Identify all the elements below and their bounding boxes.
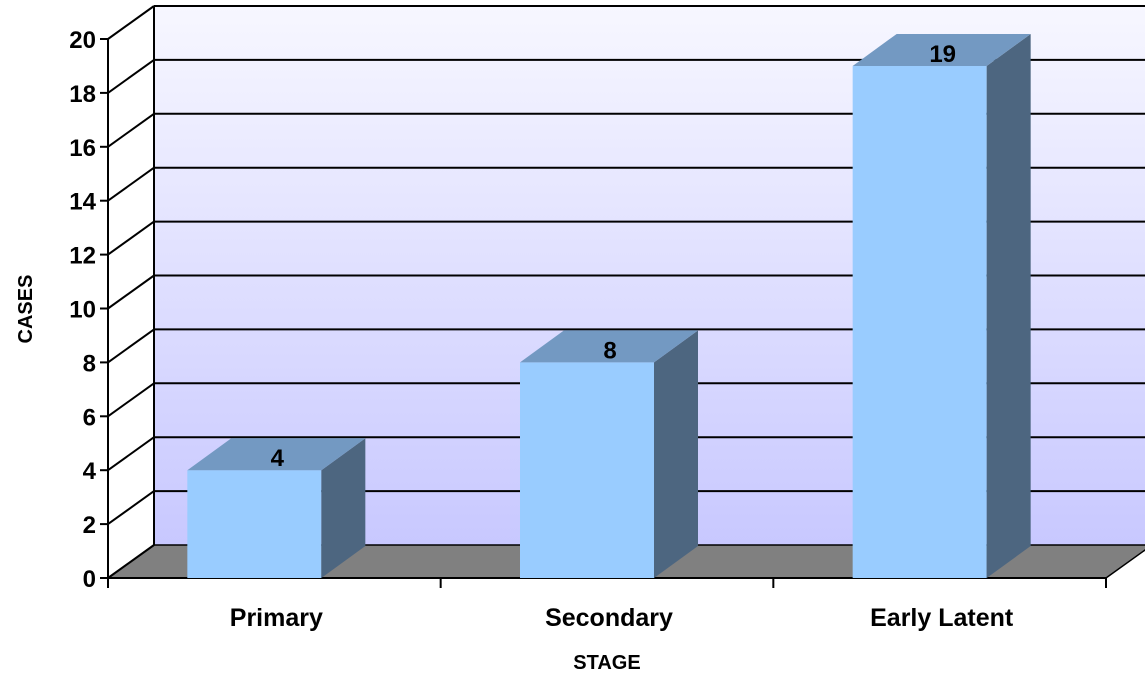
y-tick-label: 2 — [83, 512, 96, 539]
y-tick-label: 20 — [69, 27, 96, 54]
bars — [187, 33, 1031, 578]
gridline-diagonal — [107, 328, 155, 364]
y-tick-label: 6 — [83, 404, 96, 431]
y-tick-label: 0 — [83, 566, 96, 593]
y-tick-label: 12 — [69, 243, 96, 270]
y-tick-label: 10 — [69, 297, 96, 324]
x-axis-title: STAGE — [573, 652, 640, 674]
gridline-diagonal — [107, 112, 155, 148]
bar-top — [852, 33, 1031, 66]
data-label: 19 — [929, 41, 956, 68]
x-tick-label: Early Latent — [870, 604, 1014, 632]
bar-primary — [187, 438, 366, 578]
y-tick-label: 8 — [83, 350, 96, 377]
data-label: 8 — [603, 337, 616, 364]
y-tick-label: 18 — [69, 81, 96, 108]
gridline-diagonal — [107, 5, 155, 40]
gridline-diagonal — [107, 274, 155, 310]
bar-secondary — [520, 330, 698, 578]
data-label: 4 — [271, 445, 285, 472]
gridline-diagonal — [107, 220, 155, 256]
gridline-diagonal — [107, 166, 155, 202]
bar-side — [654, 330, 698, 578]
bar-front — [520, 362, 654, 578]
gridline-diagonal — [107, 436, 155, 472]
bar-top — [520, 330, 698, 363]
bar-front — [187, 470, 322, 578]
gridline-diagonal — [107, 382, 155, 418]
bar-early-latent — [852, 33, 1031, 578]
y-tick-label: 4 — [83, 458, 97, 485]
bar-top — [187, 438, 366, 471]
y-tick-label: 16 — [69, 135, 96, 162]
gridline-diagonal — [107, 490, 155, 525]
y-axis-title: CASES — [15, 275, 37, 344]
gridline-diagonal — [107, 59, 155, 94]
x-tick-label: Primary — [230, 604, 323, 632]
gridline-diagonal — [107, 544, 155, 579]
bar-side — [321, 438, 366, 578]
bar-side — [986, 33, 1031, 578]
labels: 4 Primary 8 Secondary 19 Early Latent — [230, 41, 1014, 632]
bar-front — [852, 65, 987, 578]
x-tick-label: Secondary — [545, 604, 673, 632]
y-tick-label: 14 — [69, 189, 96, 216]
